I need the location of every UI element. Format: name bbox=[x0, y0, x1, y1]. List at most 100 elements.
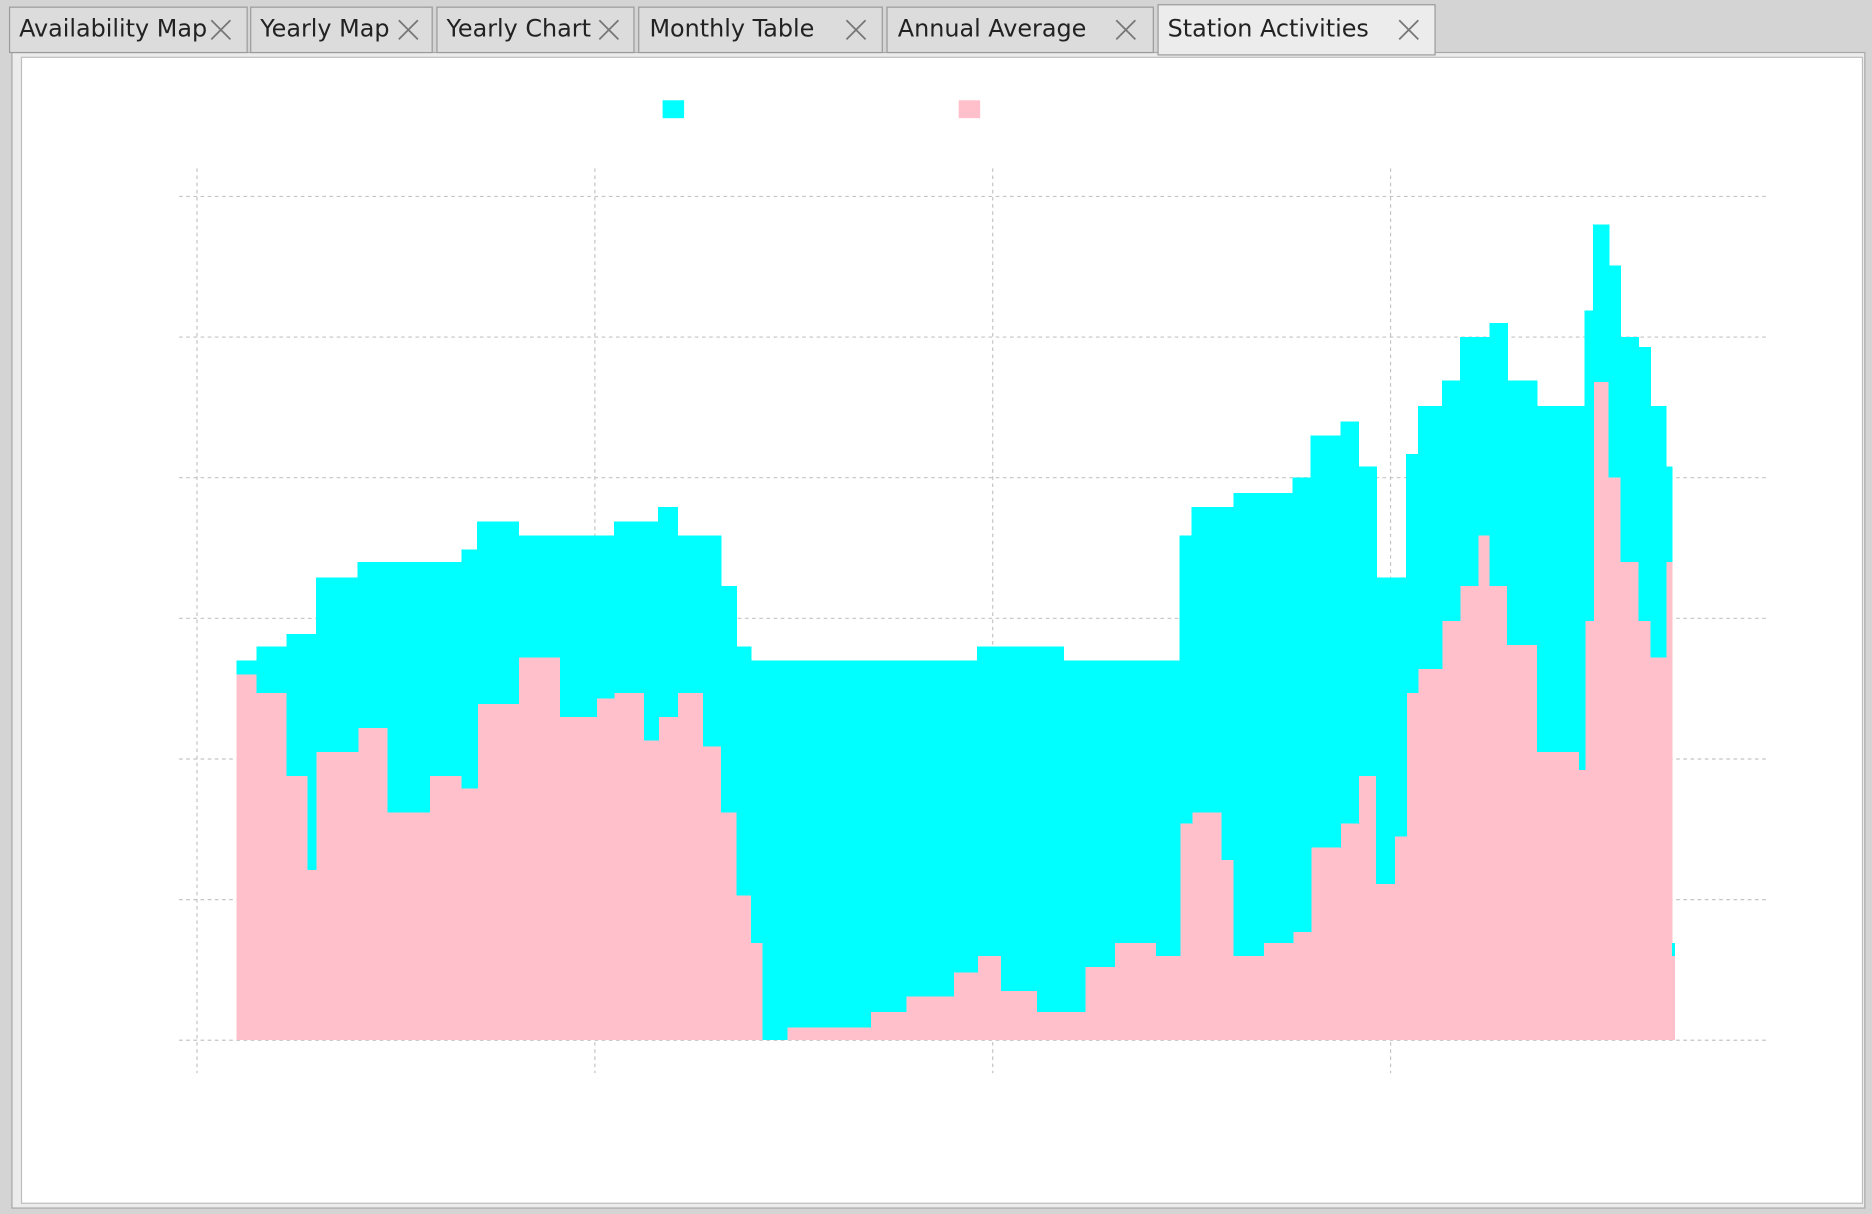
area-step bbox=[1340, 823, 1360, 1041]
area-step bbox=[1608, 477, 1622, 1041]
area-step bbox=[1263, 943, 1294, 1041]
plot-area bbox=[179, 100, 1770, 1074]
close-icon[interactable] bbox=[1115, 19, 1137, 41]
area-step bbox=[429, 562, 463, 776]
area-step bbox=[1507, 380, 1538, 646]
area-step bbox=[1584, 621, 1594, 1041]
area-step bbox=[613, 521, 645, 693]
area-step bbox=[1560, 751, 1580, 1041]
area-step bbox=[477, 521, 520, 705]
area-step bbox=[677, 692, 704, 1041]
close-icon[interactable] bbox=[1398, 19, 1419, 41]
area-step bbox=[720, 585, 738, 813]
area-step bbox=[286, 775, 309, 1041]
area-step bbox=[387, 562, 431, 813]
close-icon[interactable] bbox=[598, 19, 620, 41]
area-step bbox=[307, 633, 317, 871]
close-icon[interactable] bbox=[398, 19, 419, 41]
close-icon[interactable] bbox=[210, 19, 232, 41]
legend-swatch bbox=[958, 100, 981, 119]
area-step bbox=[703, 535, 722, 747]
area-step bbox=[560, 716, 597, 1041]
area-step bbox=[1406, 692, 1419, 1041]
area-step bbox=[1376, 577, 1395, 885]
area-step bbox=[870, 660, 907, 1013]
area-step bbox=[1394, 577, 1407, 837]
area-step bbox=[736, 895, 752, 1041]
tab-label[interactable]: Yearly Chart bbox=[446, 14, 591, 42]
area-step bbox=[720, 812, 738, 1041]
area-step bbox=[357, 728, 389, 1041]
area-step bbox=[1084, 967, 1115, 1041]
area-step bbox=[256, 646, 288, 693]
area-step bbox=[1358, 775, 1377, 1041]
tab[interactable]: Availability Map bbox=[8, 6, 248, 54]
area-step bbox=[786, 1027, 871, 1041]
area-step bbox=[613, 692, 645, 1041]
area-step bbox=[977, 646, 1002, 956]
area-step bbox=[1233, 955, 1264, 1041]
tab-label[interactable]: Monthly Table bbox=[649, 14, 814, 42]
close-icon[interactable] bbox=[845, 19, 867, 41]
area-step bbox=[518, 535, 561, 658]
area-step bbox=[1084, 660, 1115, 968]
tab[interactable]: Monthly Table bbox=[638, 6, 883, 54]
area-step bbox=[1441, 380, 1461, 622]
area-step bbox=[1155, 955, 1181, 1041]
area-step bbox=[1155, 660, 1181, 956]
tab-label[interactable]: Station Activities bbox=[1168, 14, 1369, 42]
area-step bbox=[1063, 660, 1086, 1013]
area-step bbox=[1507, 645, 1538, 1041]
area-step bbox=[1459, 337, 1479, 586]
area-step bbox=[870, 1012, 907, 1041]
tab[interactable]: Yearly Chart bbox=[436, 6, 635, 54]
area-step bbox=[736, 646, 752, 896]
tab-label[interactable]: Annual Average bbox=[898, 14, 1087, 42]
area-step bbox=[677, 535, 704, 693]
area-step bbox=[357, 562, 389, 729]
area-step bbox=[315, 751, 359, 1041]
tab-label[interactable]: Availability Map bbox=[19, 14, 207, 42]
tab[interactable]: Yearly Map bbox=[250, 6, 433, 54]
area-step bbox=[1179, 535, 1193, 824]
area-step bbox=[1608, 265, 1622, 478]
area-step bbox=[643, 740, 659, 1041]
area-step bbox=[1114, 660, 1157, 944]
area-step bbox=[1489, 585, 1508, 1041]
area-step bbox=[596, 698, 615, 1041]
area-step bbox=[307, 870, 317, 1041]
area-step bbox=[1459, 585, 1479, 1041]
area-step bbox=[1638, 346, 1652, 622]
tab-active[interactable]: Station Activities bbox=[1157, 4, 1436, 56]
area-step bbox=[1036, 1012, 1064, 1041]
area-step bbox=[1191, 812, 1223, 1041]
area-step bbox=[1671, 955, 1675, 1041]
area-step bbox=[1310, 847, 1342, 1041]
area-step bbox=[560, 535, 597, 717]
area-step bbox=[750, 660, 764, 944]
tab[interactable]: Annual Average bbox=[886, 6, 1154, 54]
area-step bbox=[429, 775, 463, 1041]
area-step bbox=[1489, 323, 1508, 586]
area-step bbox=[1650, 405, 1667, 658]
area-step bbox=[1114, 943, 1157, 1041]
area-step bbox=[315, 577, 359, 752]
area-step bbox=[1477, 535, 1491, 1041]
area-step bbox=[1036, 646, 1064, 1013]
legend-swatch bbox=[662, 100, 685, 119]
area-step bbox=[703, 746, 722, 1041]
area-step bbox=[1620, 337, 1640, 563]
area-step bbox=[1650, 657, 1667, 1041]
area-step bbox=[1593, 382, 1610, 1041]
area-step bbox=[1233, 493, 1264, 956]
area-step bbox=[905, 660, 955, 997]
area-step bbox=[1221, 860, 1235, 1041]
area-step bbox=[1593, 224, 1610, 383]
tab-label[interactable]: Yearly Map bbox=[259, 14, 389, 42]
area-step bbox=[658, 507, 678, 717]
area-step bbox=[1665, 466, 1673, 563]
area-step bbox=[1560, 405, 1580, 752]
area-step bbox=[1358, 466, 1377, 776]
area-step bbox=[461, 788, 478, 1041]
